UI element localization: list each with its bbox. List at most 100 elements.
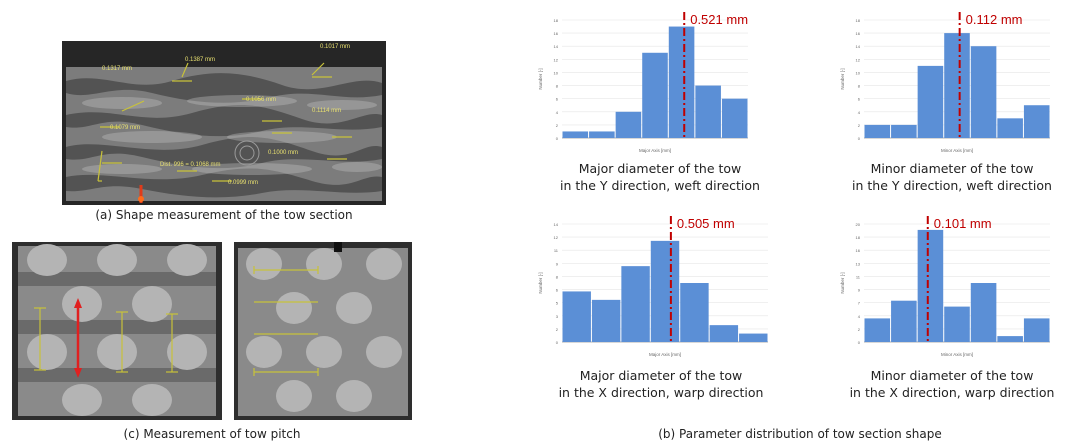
y-tick-label: 12 [554,57,559,62]
histogram-bar [562,131,589,138]
y-tick-label: 2 [858,123,861,128]
histogram-y-minor: 0 2 4 6 8 10 12 14 16 18 Number [-] Minor Axis [mm]… [840,12,1050,153]
y-tick-label: 2 [556,123,559,128]
y-tick-label: 12 [554,235,559,240]
histogram-bar [970,283,997,342]
histogram-bar [680,283,709,342]
histogram-bar [1023,105,1050,138]
y-tick-label: 11 [856,274,861,279]
y-tick-label: 6 [858,97,861,102]
chart-caption-0-line-2: in the Y direction, weft direction [560,178,760,193]
chart-caption-3-line-1: Minor diameter of the tow [870,368,1034,383]
histogram-bar [864,124,891,138]
y-tick-label: 18 [856,235,861,240]
histogram-bar [709,325,739,342]
y-tick-label: 8 [858,84,861,89]
y-tick-label: 10 [554,70,559,75]
y-tick-label: 6 [556,97,559,102]
chart-caption-0: Major diameter of the tow in the Y direc… [540,160,780,194]
histogram-bar [621,266,650,342]
y-tick-label: 2 [858,327,861,332]
tow-label-4: 0.1056 mm [246,97,277,103]
histogram-bar [891,300,917,342]
y-tick-label: 0 [858,340,861,345]
y-tick-label: 8 [556,274,559,279]
y-tick-label: 7 [858,301,861,306]
y-tick-label: 6 [556,288,559,293]
chart-caption-2-line-1: Major diameter of the tow [579,368,743,383]
mean-marker-label: 0.505 mm [677,216,735,231]
y-tick-label: 14 [554,222,559,227]
histogram-y-major: 0 2 4 6 8 10 12 14 16 18 Number [-] Major Axis [mm]… [538,12,748,153]
chart-caption-1-line-2: in the Y direction, weft direction [852,178,1052,193]
y-axis-label: Number [-] [538,68,543,89]
y-tick-label: 4 [858,110,861,115]
histogram-bar [864,318,891,342]
chart-caption-3-line-2: in the X direction, warp direction [849,385,1055,400]
chart-caption-2-line-2: in the X direction, warp direction [558,385,764,400]
y-tick-label: 0 [858,136,861,141]
tow-label-2: 0.1387 mm [185,57,216,63]
y-tick-label: 9 [556,261,559,266]
tow-label-1: 0.1317 mm [102,66,133,72]
histogram-bar [997,118,1023,138]
histogram-bar [642,52,668,138]
caption-b: (b) Parameter distribution of tow sectio… [658,427,942,441]
y-tick-label: 5 [556,301,559,306]
histogram-bar [944,306,970,342]
y-tick-label: 16 [856,31,861,36]
y-tick-label: 0 [556,340,559,345]
chart-caption-0-line-1: Major diameter of the tow [578,161,742,176]
histogram-bar [891,124,917,138]
y-tick-label: 11 [554,248,559,253]
y-tick-label: 14 [856,44,861,49]
histogram-bar [721,98,748,138]
histogram-bar [917,229,944,342]
tow-pitch-left-svg [12,242,222,420]
y-tick-label: 18 [554,18,559,23]
x-axis-label: Minor Axis [mm] [941,352,973,357]
y-tick-label: 2 [556,327,559,332]
histogram-bar [917,65,944,138]
histogram-bar [589,131,615,138]
y-axis-label: Number [-] [840,68,845,89]
y-tick-label: 16 [554,31,559,36]
tow-label-6: 0.1114 mm [312,108,342,114]
histogram-bar [650,240,680,342]
tow-label-5: Dist. 996 = 0.1068 mm [160,162,221,168]
y-tick-label: 3 [556,314,559,319]
x-axis-label: Major Axis [mm] [649,352,681,357]
histogram-bar [615,111,642,138]
tow-section-ct-image [62,41,386,205]
y-tick-label: 9 [858,288,861,293]
y-tick-label: 14 [554,44,559,49]
mean-marker-label: 0.101 mm [934,216,992,231]
y-tick-label: 4 [556,110,559,115]
x-axis-label: Minor Axis [mm] [941,148,973,153]
tow-pitch-right-svg [234,242,412,420]
histogram-bar [1023,318,1050,342]
tow-section-ct-svg [62,41,386,205]
y-tick-label: 12 [856,57,861,62]
tow-label-9: 0.0999 mm [228,180,259,186]
histogram-bar [970,46,997,138]
histogram-bar [944,33,970,138]
chart-caption-2: Major diameter of the tow in the X direc… [536,367,786,401]
y-tick-label: 13 [856,261,861,266]
histogram-bar [739,333,768,342]
y-tick-label: 8 [556,84,559,89]
tow-label-7: 0.1079 mm [110,125,141,131]
mean-marker-label: 0.521 mm [690,12,748,27]
y-tick-label: 4 [858,314,861,319]
tow-pitch-ct-image-right [234,242,412,420]
mean-marker-label: 0.112 mm [966,12,1023,27]
y-tick-label: 10 [856,70,861,75]
histogram-bar [997,336,1023,342]
chart-caption-1: Minor diameter of the tow in the Y direc… [832,160,1072,194]
y-tick-label: 18 [856,18,861,23]
tow-label-3: 0.1017 mm [320,44,351,50]
chart-caption-3: Minor diameter of the tow in the X direc… [832,367,1072,401]
y-axis-label: Number [-] [538,272,543,293]
histogram-bar [591,299,621,342]
y-tick-label: 20 [856,222,861,227]
